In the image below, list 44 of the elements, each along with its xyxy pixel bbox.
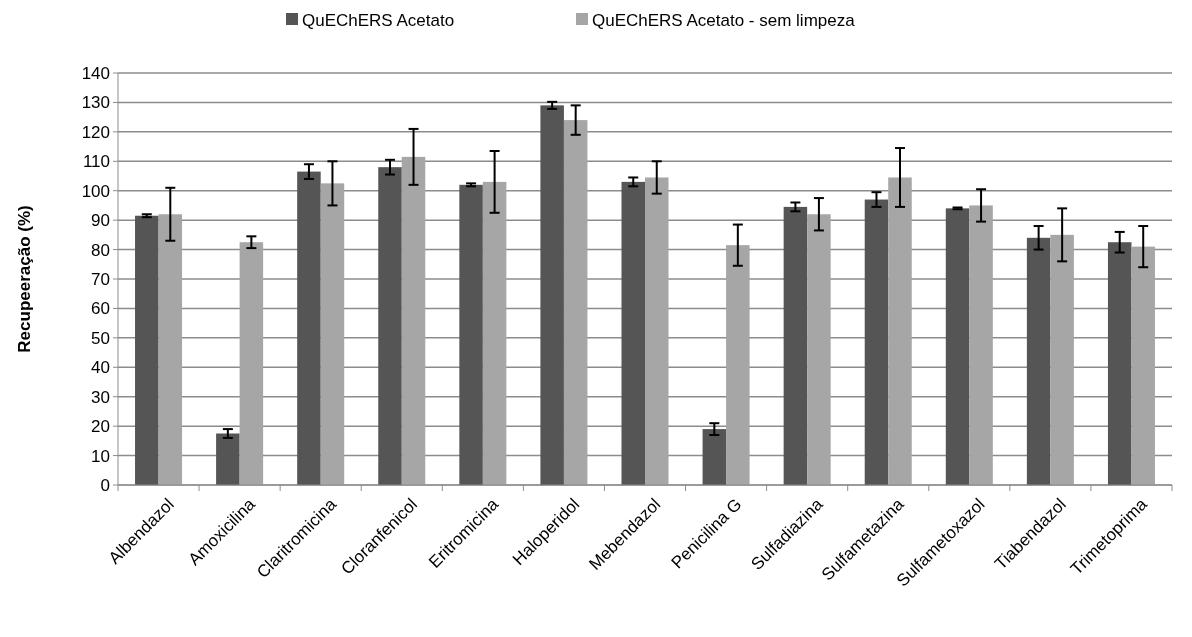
bar xyxy=(540,105,564,485)
y-tick-label: 20 xyxy=(91,417,110,437)
bar xyxy=(158,214,183,485)
bar xyxy=(239,242,264,485)
y-tick-label: 130 xyxy=(81,93,110,113)
y-tick-label: 10 xyxy=(91,446,110,466)
bar xyxy=(1050,234,1074,485)
legend-label: QuEChERS Acetato xyxy=(302,10,455,30)
y-tick-label: 30 xyxy=(91,387,110,407)
bar xyxy=(621,181,645,485)
bar xyxy=(864,199,889,485)
bar xyxy=(135,215,159,485)
y-tick-label: 140 xyxy=(81,63,110,83)
bar xyxy=(563,120,588,485)
y-tick-label: 80 xyxy=(91,240,110,260)
bar xyxy=(482,181,507,485)
bar xyxy=(645,177,669,485)
bar xyxy=(807,214,831,485)
y-tick-label: 40 xyxy=(91,358,110,378)
y-tick-label: 110 xyxy=(82,152,110,172)
bar xyxy=(702,429,727,485)
bar xyxy=(459,184,483,485)
bar xyxy=(216,433,240,485)
y-tick-label: 50 xyxy=(91,328,110,348)
y-tick-label: 100 xyxy=(81,181,110,201)
y-tick-label: 70 xyxy=(91,269,110,289)
bar xyxy=(297,171,321,485)
bar xyxy=(320,183,345,485)
bar xyxy=(888,177,912,485)
y-tick-label: 60 xyxy=(91,299,110,319)
bar xyxy=(401,156,426,485)
bar xyxy=(1026,237,1051,485)
bar xyxy=(945,208,970,485)
legend-label: QuEChERS Acetato - sem limpeza xyxy=(592,10,856,30)
y-tick-label: 0 xyxy=(100,475,110,495)
bar xyxy=(969,205,993,485)
bar xyxy=(726,245,750,485)
bar xyxy=(783,206,808,485)
y-tick-label: 120 xyxy=(81,122,110,142)
bar xyxy=(1131,246,1155,485)
bar xyxy=(1107,242,1132,485)
y-tick-label: 90 xyxy=(91,211,110,231)
bar xyxy=(378,167,402,485)
y-axis-title: Recupeeração (%) xyxy=(15,205,34,353)
